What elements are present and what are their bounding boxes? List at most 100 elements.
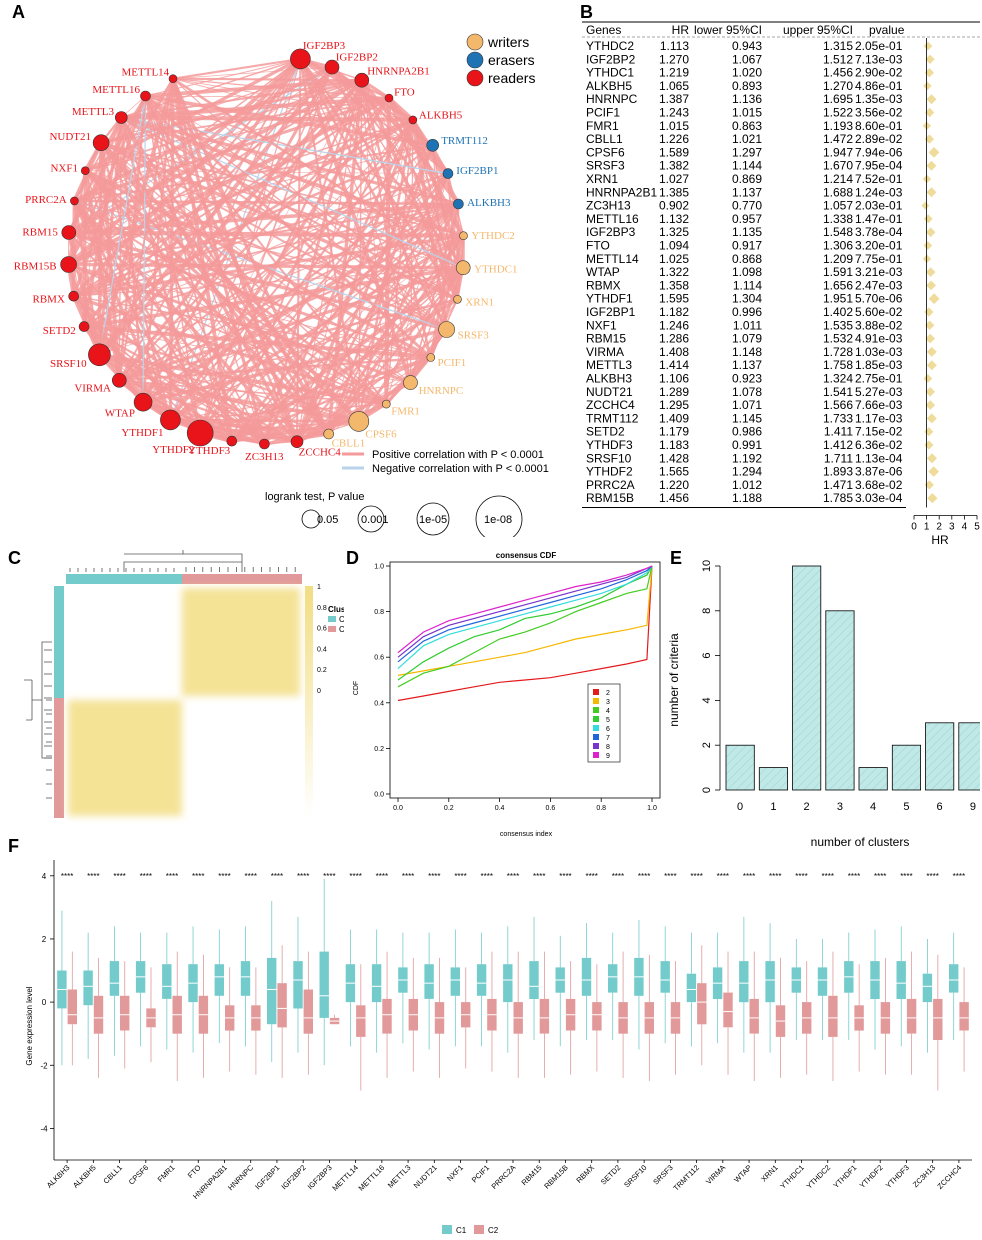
cdf-plot-area: 0.0 0.2 0.4 0.6 0.8 1.0 0.0 0.2 0.4 0.6 0.8 1.0 2 3 4 5… bbox=[374, 561, 661, 812]
row-gene: METTL16 bbox=[586, 212, 639, 226]
row-pvalue: 7.15e-02 bbox=[855, 425, 903, 439]
size-legend-value-4: 1e-08 bbox=[484, 514, 512, 526]
row-lower: 1.011 bbox=[733, 318, 762, 332]
positive-edge bbox=[172, 78, 447, 330]
positive-edge bbox=[168, 78, 175, 420]
node-rbm15 bbox=[61, 225, 77, 240]
cdf-xlabel: consensus index bbox=[500, 831, 553, 838]
positive-edge bbox=[171, 78, 331, 435]
box-c2-rbmx-box bbox=[592, 1002, 602, 1031]
row-gene: TRMT112 bbox=[586, 411, 639, 425]
positive-edge bbox=[73, 200, 266, 445]
row-gene: SRSF3 bbox=[586, 159, 625, 173]
box-xtick-label: METTL14 bbox=[330, 1163, 360, 1193]
forest-point bbox=[924, 427, 934, 437]
node-label-xrn1: XRN1 bbox=[465, 296, 494, 308]
row-lower: 1.137 bbox=[732, 185, 762, 199]
row-hr: 1.094 bbox=[659, 239, 689, 253]
box-significance: **** bbox=[87, 872, 99, 881]
forest-point bbox=[924, 307, 934, 317]
node-label-rbmx: RBMX bbox=[32, 293, 64, 305]
positive-edge bbox=[145, 95, 464, 268]
row-lower: 1.136 bbox=[732, 92, 762, 106]
forest-axis-label: HR bbox=[931, 533, 949, 547]
cluster-legend-c2-label: C2 bbox=[339, 625, 344, 634]
row-lower: 0.770 bbox=[732, 199, 762, 213]
row-pvalue: 1.85e-03 bbox=[855, 358, 903, 372]
forest-point bbox=[923, 41, 933, 51]
positive-edge bbox=[72, 95, 148, 297]
node-ythdf3 bbox=[226, 435, 238, 447]
row-upper: 1.057 bbox=[823, 199, 853, 213]
box-significance: **** bbox=[822, 872, 834, 881]
box-c2-ythdc2-box bbox=[828, 995, 838, 1037]
row-lower: 1.294 bbox=[732, 465, 762, 479]
header-lower: lower 95%CI bbox=[694, 23, 762, 37]
cdf-ytick-label: 0.6 bbox=[374, 655, 384, 662]
box-xtick-label: SRSF10 bbox=[622, 1163, 648, 1189]
row-pvalue: 8.60e-01 bbox=[855, 119, 903, 133]
row-lower: 1.020 bbox=[732, 66, 762, 80]
cluster-legend-c1-key bbox=[328, 616, 336, 622]
node-label-rbm15: RBM15 bbox=[22, 227, 58, 239]
row-pvalue: 5.60e-02 bbox=[855, 305, 903, 319]
row-lower: 1.148 bbox=[732, 345, 762, 359]
row-gene: IGF2BP2 bbox=[586, 52, 636, 66]
node-label-wtap: WTAP bbox=[105, 407, 135, 419]
positive-edge bbox=[85, 170, 449, 174]
box-significance: **** bbox=[717, 872, 729, 881]
node-label-ythdf2: YTHDF2 bbox=[152, 444, 194, 456]
box-significance: **** bbox=[769, 872, 781, 881]
box-xtick-label: YTHDC2 bbox=[805, 1163, 833, 1191]
node-label-alkbh5: ALKBH5 bbox=[419, 110, 463, 122]
size-legend-circle-4 bbox=[475, 495, 523, 537]
box-c1-setd2-box bbox=[608, 964, 618, 993]
row-hr: 1.289 bbox=[659, 385, 689, 399]
row-upper: 1.522 bbox=[823, 106, 853, 120]
node-xrn1 bbox=[453, 294, 462, 304]
box-xtick-label: YTHDF1 bbox=[831, 1163, 858, 1190]
box-c2-trmt112-box bbox=[697, 983, 707, 1025]
box-c1-xrn1-box bbox=[765, 961, 775, 1003]
row-lower: 1.078 bbox=[732, 385, 762, 399]
forest-axis-tick-label: 4 bbox=[962, 522, 968, 533]
row-lower: 1.067 bbox=[732, 52, 762, 66]
box-c2-mettl14-box bbox=[356, 1005, 366, 1037]
legend-erasers-dot bbox=[466, 51, 484, 69]
row-pvalue: 7.13e-03 bbox=[855, 52, 903, 66]
negative-edge bbox=[121, 116, 449, 175]
positive-edge bbox=[97, 78, 175, 356]
forest-point bbox=[924, 480, 934, 490]
node-srsf3 bbox=[438, 321, 455, 338]
row-gene: YTHDC2 bbox=[586, 39, 634, 53]
positive-edge bbox=[83, 170, 122, 381]
row-hr: 1.182 bbox=[659, 305, 689, 319]
column-dendrogram bbox=[69, 550, 296, 572]
box-xtick-label: PRRC2A bbox=[490, 1163, 518, 1191]
bar-xtick-label-0: 0 bbox=[737, 801, 743, 813]
positive-edge bbox=[67, 95, 147, 234]
node-ythdc2 bbox=[459, 231, 468, 240]
positive-edge bbox=[73, 117, 123, 202]
row-gene: YTHDF1 bbox=[586, 292, 633, 306]
box-significance: **** bbox=[140, 872, 152, 881]
cdf-xtick-label: 0.6 bbox=[546, 805, 556, 812]
box-significance: **** bbox=[874, 872, 886, 881]
network-type-legend: writers erasers readers bbox=[466, 33, 535, 87]
cdf-xtick-label: 0.2 bbox=[444, 805, 454, 812]
box-xtick-label: SETD2 bbox=[599, 1163, 622, 1186]
bar-xtick-label-6: 6 bbox=[937, 801, 943, 813]
cdf-legend-key-5 bbox=[593, 716, 599, 722]
box-xtick-label: NUDT21 bbox=[412, 1163, 439, 1190]
cdf-legend-label-9: 9 bbox=[606, 753, 610, 760]
box-ytick-label: 2 bbox=[42, 935, 47, 944]
cdf-ytick-label: 0.0 bbox=[374, 792, 384, 799]
box-xtick-label: IGF2BP2 bbox=[279, 1163, 307, 1191]
row-pvalue: 3.88e-02 bbox=[855, 318, 903, 332]
row-hr: 1.219 bbox=[659, 66, 689, 80]
row-pvalue: 5.70e-06 bbox=[855, 292, 903, 306]
row-pvalue: 1.24e-03 bbox=[855, 185, 903, 199]
forest-point bbox=[924, 440, 934, 450]
box-c1-igf2bp2-box bbox=[293, 961, 303, 1009]
bar-xtick-label-2: 2 bbox=[804, 801, 810, 813]
